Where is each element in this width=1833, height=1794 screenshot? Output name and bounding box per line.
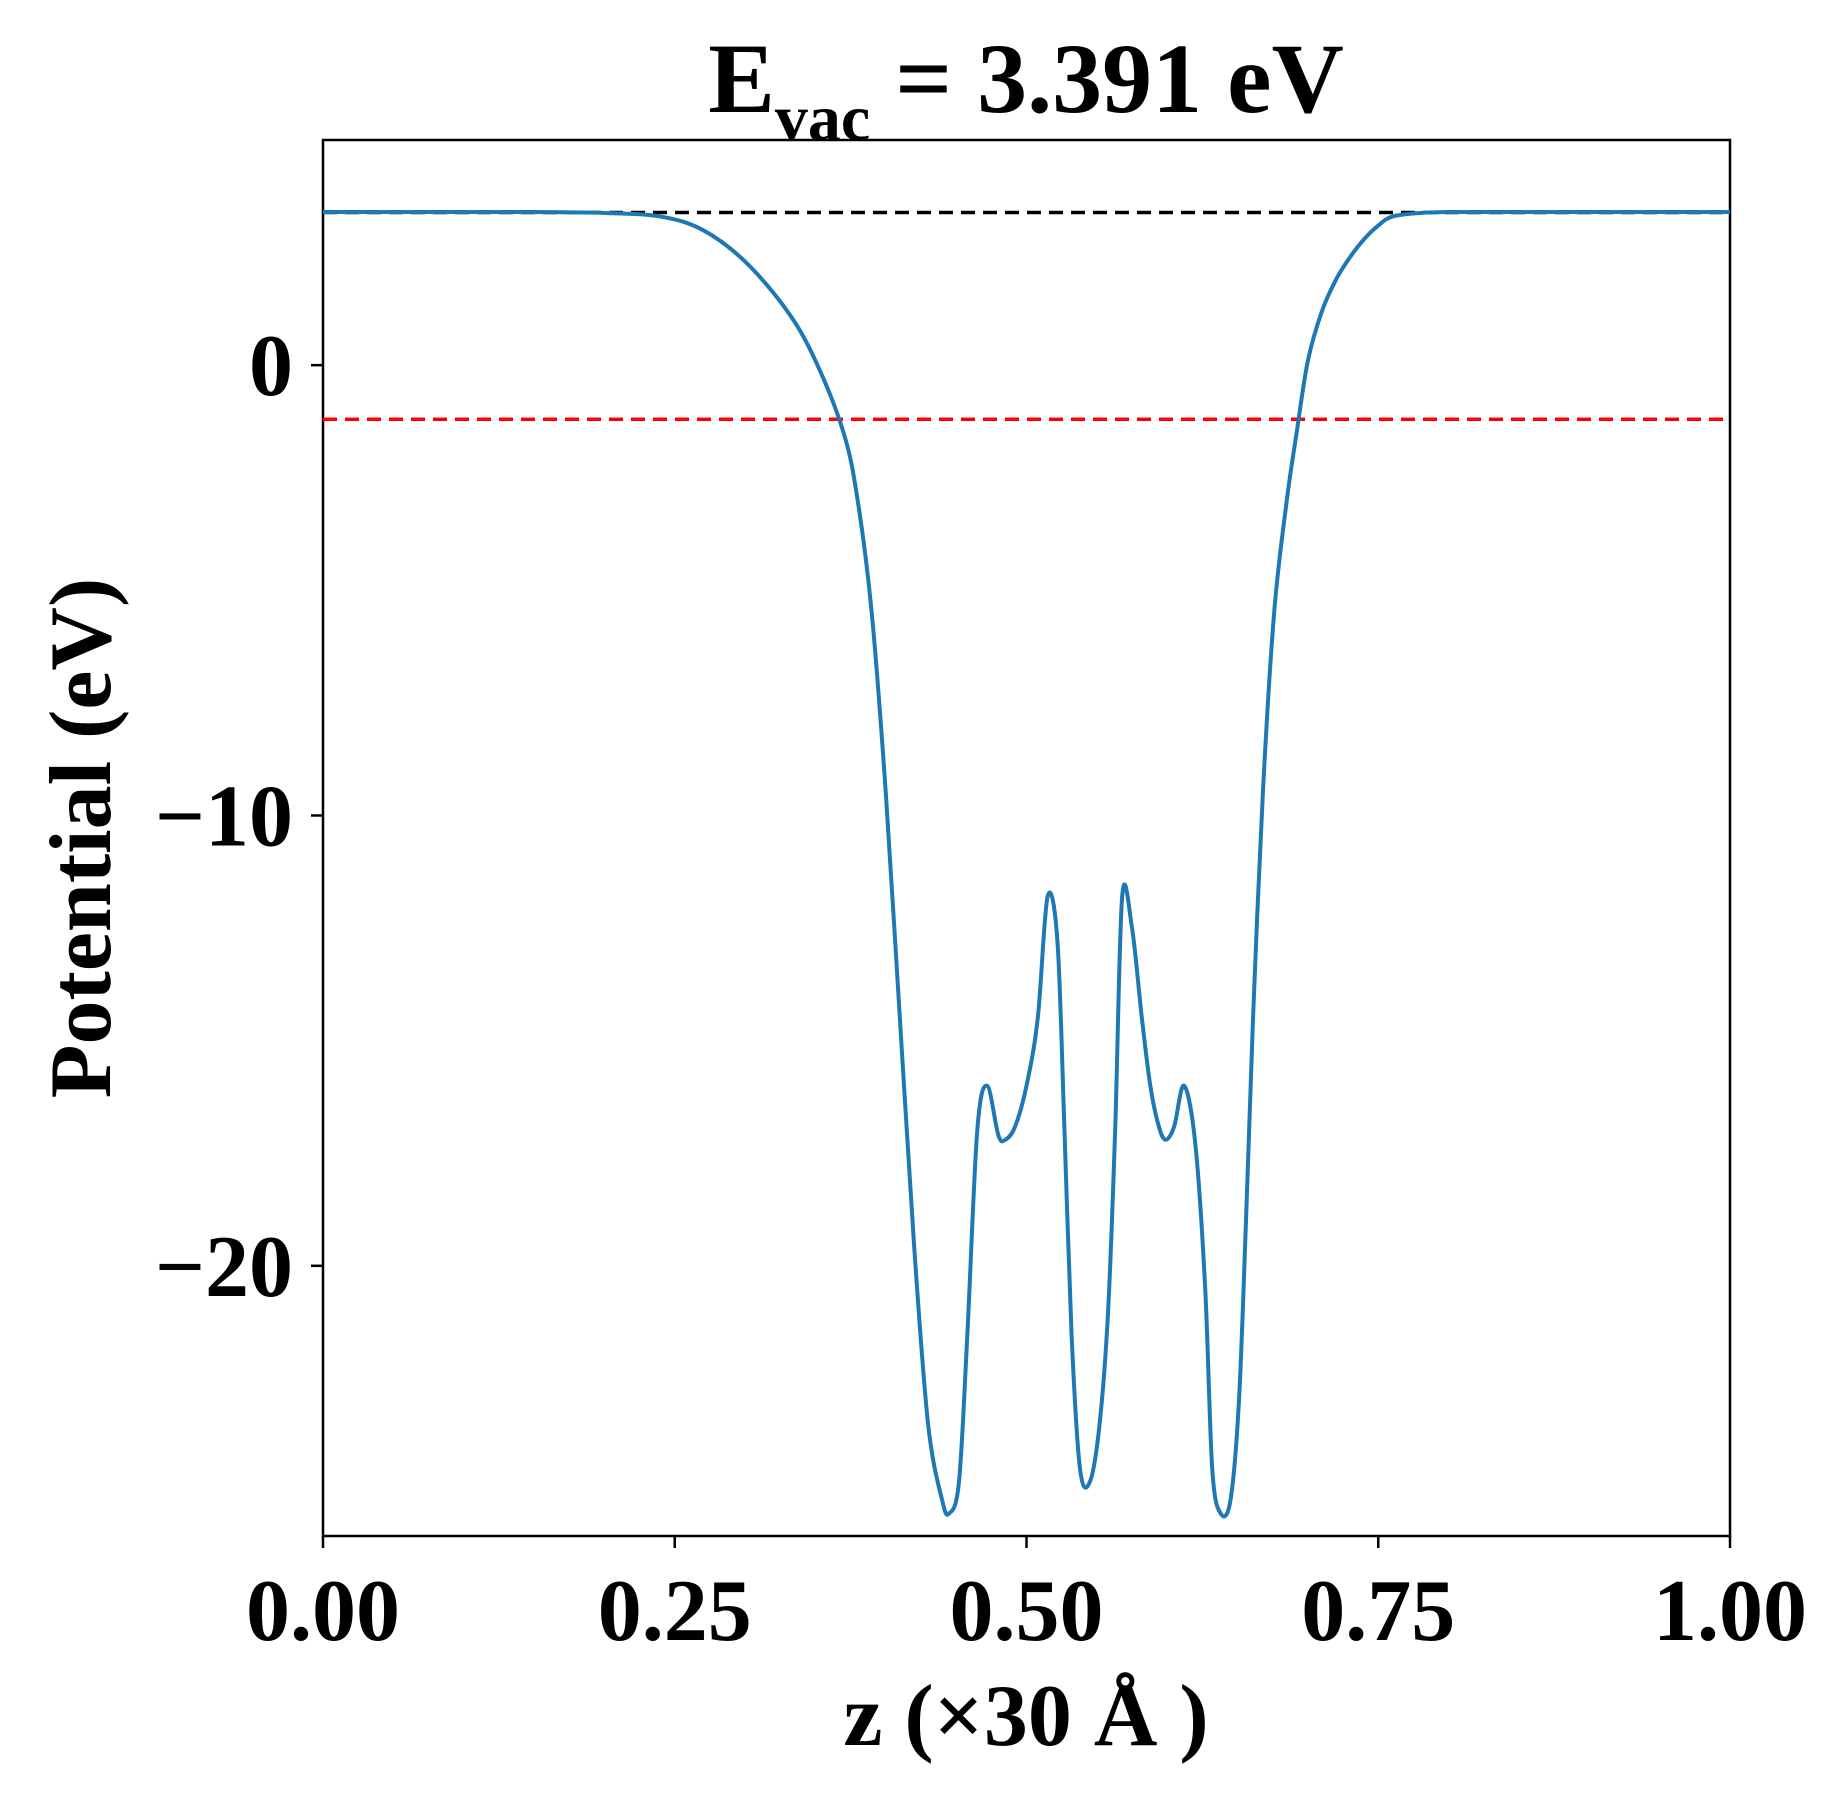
reference-lines	[323, 210, 1730, 421]
y-axis-label: Potential (eV)	[33, 578, 130, 1098]
x-tick-label: 0.75	[1301, 1563, 1455, 1660]
title-main: E	[708, 23, 775, 134]
data-series	[323, 209, 1730, 1519]
x-axis: 0.00 0.25 0.50 0.75 1.00	[246, 1536, 1807, 1660]
y-tick-label: −10	[155, 768, 293, 865]
x-tick-label: 1.00	[1653, 1563, 1807, 1660]
title-subscript: vac	[775, 82, 870, 155]
chart-title: Evac = 3.391 eV	[708, 23, 1344, 155]
potential-series-line	[323, 209, 1730, 1519]
plot-frame	[321, 138, 1732, 1538]
y-axis: 0 −10 −20	[155, 318, 323, 1316]
x-axis-label: z (×30 Å )	[843, 1668, 1208, 1765]
y-tick-label: −20	[155, 1219, 293, 1316]
title-rest: = 3.391 eV	[870, 23, 1344, 134]
x-tick-label: 0.25	[598, 1563, 752, 1660]
y-tick-label: 0	[249, 318, 293, 415]
x-tick-label: 0.00	[246, 1563, 400, 1660]
x-tick-label: 0.50	[950, 1563, 1104, 1660]
plot-area	[321, 138, 1732, 1538]
